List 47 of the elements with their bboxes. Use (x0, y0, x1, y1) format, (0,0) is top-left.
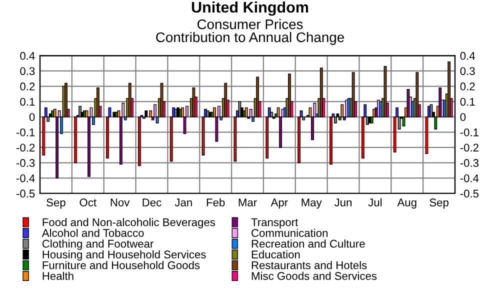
y2-tick-label: -0.4 (460, 174, 479, 182)
legend-label: Alcohol and Tobacco (42, 228, 144, 237)
y2-tick-label: -0.1 (460, 128, 478, 136)
x-tick-label: Jul (368, 198, 382, 206)
legend-label: Housing and Household Services (42, 250, 206, 261)
y-tick-label: -0.5 (16, 190, 35, 198)
y-tick-label: 0 (29, 113, 35, 122)
chart-title: United Kingdom (192, 1, 308, 16)
x-tick-label: Aug (397, 198, 416, 209)
x-tick-label: Sep (430, 198, 448, 209)
legend-label: Clothing and Footwear (42, 240, 154, 250)
y-tick-label: -0.4 (16, 174, 35, 182)
y-tick-label: 0.2 (20, 82, 35, 90)
y2-tick-label: 0 (460, 113, 466, 122)
x-tick-label: Mar (238, 198, 257, 206)
legend-label: Education (252, 250, 300, 258)
chart-subtitle: Consumer Prices Contribution to Annual Change (156, 19, 344, 45)
y2-tick-label: 0.2 (460, 82, 475, 90)
legend-label: Food and Non-alcoholic Beverages (42, 218, 216, 228)
legend-label: Restaurants and Hotels (252, 261, 367, 270)
x-tick-label: Sep (46, 198, 66, 209)
y2-tick-label: 0.1 (460, 98, 475, 106)
x-tick-label: Dec (142, 198, 162, 206)
legend-label: Misc Goods and Services (252, 272, 377, 280)
x-tick-label: Feb (206, 198, 225, 206)
y-tick-label: -0.3 (16, 159, 35, 167)
y2-tick-label: -0.2 (460, 144, 478, 152)
y2-tick-label: -0.3 (460, 159, 479, 167)
y2-tick-label: 0.4 (460, 52, 475, 60)
x-tick-label: Oct (80, 198, 96, 206)
legend-label: Transport (251, 218, 298, 228)
y-tick-label: -0.1 (16, 128, 35, 136)
x-tick-label: Jun (334, 198, 352, 206)
legend-label: Furniture and Household Goods (42, 261, 200, 270)
legend-label: Communication (252, 228, 328, 237)
y2-tick-label: 0.3 (460, 67, 475, 76)
x-tick-label: Jan (174, 198, 192, 206)
x-tick-label: May (302, 198, 322, 209)
x-tick-label: Nov (110, 198, 130, 206)
legend-label: Recreation and Culture (252, 240, 365, 248)
y-tick-label: 0.4 (20, 52, 35, 60)
x-tick-label: Apr (270, 198, 288, 209)
y-tick-label: -0.2 (16, 144, 35, 152)
y2-tick-label: -0.5 (460, 190, 479, 198)
y-tick-label: 0.1 (20, 98, 35, 106)
legend-label: Health (42, 272, 74, 280)
y-tick-label: 0.3 (20, 67, 35, 76)
